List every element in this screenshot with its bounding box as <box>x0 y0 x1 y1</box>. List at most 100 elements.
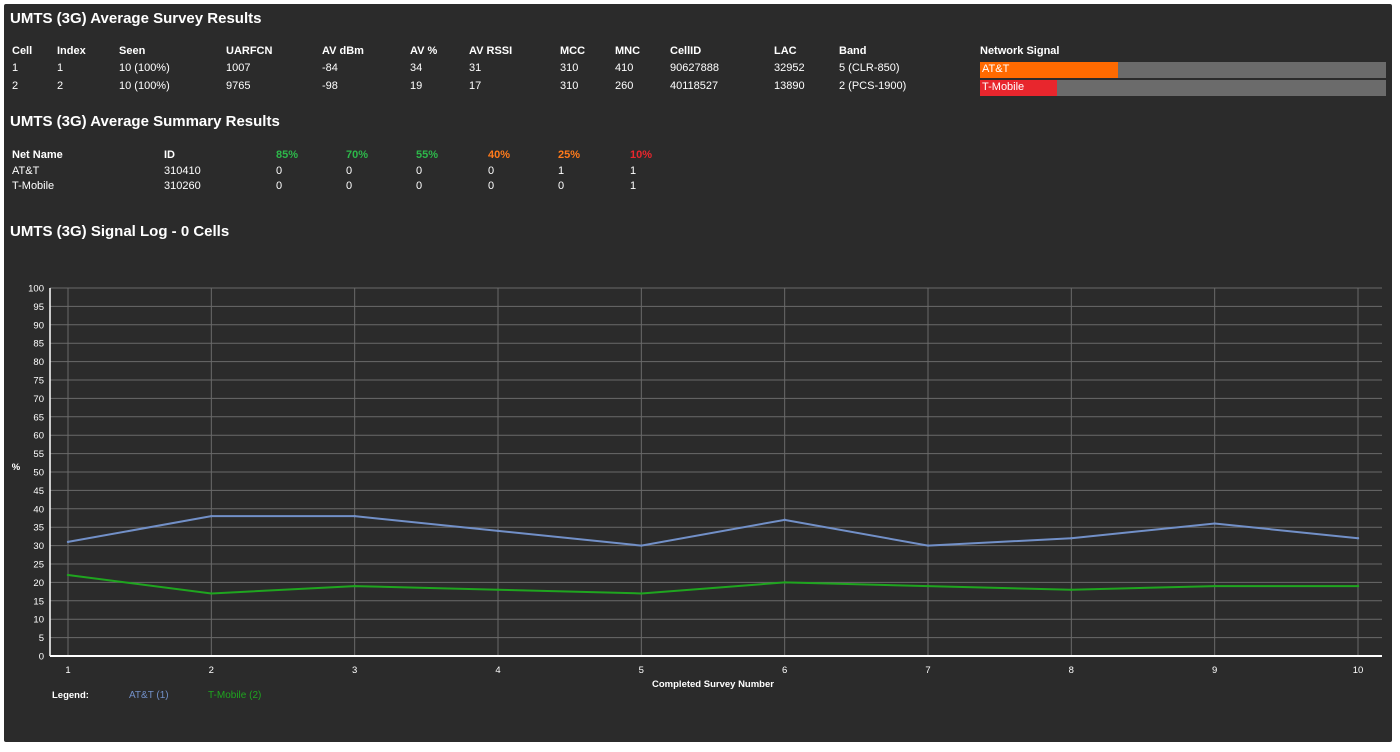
data-point <box>496 529 500 533</box>
survey-header-network-signal: Network Signal <box>980 45 1060 57</box>
summary-header: 85% <box>276 149 299 161</box>
summary-cell: 0 <box>558 180 565 192</box>
y-tick-label: 40 <box>33 504 44 515</box>
data-point <box>926 584 930 588</box>
survey-cell: 10 (100%) <box>119 80 170 92</box>
survey-cell: 5 (CLR-850) <box>839 62 900 74</box>
summary-header: 10% <box>630 149 653 161</box>
survey-cell: 2 <box>57 80 64 92</box>
summary-header: Net Name <box>12 149 63 161</box>
survey-cell: 40118527 <box>670 80 719 92</box>
summary-cell: 310410 <box>164 165 201 177</box>
survey-cell: 2 (PCS-1900) <box>839 80 907 92</box>
summary-cell: 0 <box>346 165 353 177</box>
y-tick-label: 75 <box>33 376 44 387</box>
summary-cell: 0 <box>276 165 283 177</box>
survey-cell: 31 <box>469 62 482 74</box>
data-point <box>1213 584 1216 588</box>
data-point <box>66 540 70 544</box>
x-tick-label: 5 <box>639 665 644 676</box>
survey-header-seen: Seen <box>119 45 146 57</box>
summary-header: ID <box>164 149 175 161</box>
signal-bar-label: T-Mobile <box>982 81 1025 93</box>
y-tick-label: 35 <box>33 523 44 534</box>
y-tick-label: 45 <box>33 486 44 497</box>
x-tick-label: 8 <box>1069 665 1074 676</box>
series-line-0 <box>67 515 1359 547</box>
summary-cell: 0 <box>488 180 495 192</box>
survey-header-index: Index <box>57 45 86 57</box>
data-point <box>783 581 786 584</box>
summary-title: UMTS (3G) Average Summary Results <box>10 113 280 130</box>
data-point <box>1356 584 1360 588</box>
x-tick-label: 9 <box>1212 665 1217 676</box>
survey-cell: 1 <box>12 62 19 74</box>
survey-cell: 1 <box>57 62 64 74</box>
signal-bar-track: AT&T <box>980 62 1386 78</box>
survey-cell: 32952 <box>774 62 805 74</box>
data-point <box>1213 522 1216 525</box>
summary-cell: 310260 <box>164 180 201 192</box>
survey-header-band: Band <box>839 45 867 57</box>
legend-entry: T-Mobile (2) <box>208 690 261 701</box>
survey-header-lac: LAC <box>774 45 797 57</box>
summary-cell: AT&T <box>12 165 40 177</box>
data-point <box>926 544 930 547</box>
data-point <box>640 592 643 595</box>
x-tick-label: 10 <box>1353 665 1364 676</box>
summary-cell: 0 <box>488 165 495 177</box>
survey-cell: 310 <box>560 62 579 74</box>
y-tick-label: 80 <box>33 357 44 368</box>
data-point <box>640 544 643 547</box>
data-point <box>353 584 356 588</box>
y-tick-label: 65 <box>33 412 44 423</box>
survey-cell: 9765 <box>226 80 251 92</box>
y-tick-label: 70 <box>33 394 44 405</box>
survey-header-mnc: MNC <box>615 45 641 57</box>
data-point <box>1070 537 1073 540</box>
summary-cell: 0 <box>416 180 423 192</box>
y-tick-label: 15 <box>33 596 44 607</box>
summary-cell: 1 <box>558 165 565 177</box>
survey-cell: 260 <box>615 80 634 92</box>
data-point <box>1070 588 1073 591</box>
x-axis-label: Completed Survey Number <box>652 679 774 690</box>
signal-bar-track: T-Mobile <box>980 80 1386 96</box>
survey-cell: 2 <box>12 80 19 92</box>
y-tick-label: 5 <box>39 633 44 644</box>
summary-header: 40% <box>488 149 511 161</box>
y-tick-label: 20 <box>33 578 44 589</box>
x-tick-label: 2 <box>209 665 214 676</box>
survey-header-av-dbm: AV dBm <box>322 45 364 57</box>
signal-log-title: UMTS (3G) Signal Log - 0 Cells <box>10 223 230 240</box>
data-point <box>66 573 70 577</box>
data-point <box>353 514 356 518</box>
survey-cell: 410 <box>615 62 634 74</box>
y-axis-label: % <box>12 462 21 473</box>
y-tick-label: 50 <box>33 468 44 479</box>
summary-cell: 0 <box>276 180 283 192</box>
summary-header: 25% <box>558 149 581 161</box>
survey-title: UMTS (3G) Average Survey Results <box>10 10 262 27</box>
summary-cell: 0 <box>416 165 423 177</box>
legend-title: Legend: <box>52 690 89 701</box>
survey-cell: 19 <box>410 80 423 92</box>
x-tick-label: 4 <box>495 665 500 676</box>
survey-header-mcc: MCC <box>560 45 586 57</box>
y-tick-label: 100 <box>28 284 44 295</box>
data-point <box>210 514 213 518</box>
survey-cell: -98 <box>322 80 338 92</box>
summary-cell: 1 <box>630 180 637 192</box>
y-tick-label: 55 <box>33 449 44 460</box>
x-tick-label: 1 <box>65 665 70 676</box>
data-point <box>1356 537 1360 540</box>
summary-header: 70% <box>346 149 369 161</box>
y-tick-label: 25 <box>33 560 44 571</box>
survey-panel: UMTS (3G) Average Survey Results Cell Ind… <box>4 4 1392 742</box>
x-tick-label: 6 <box>782 665 787 676</box>
y-tick-label: 0 <box>39 652 44 663</box>
x-tick-label: 7 <box>925 665 930 676</box>
survey-cell: 1007 <box>226 62 251 74</box>
y-tick-label: 10 <box>33 615 44 626</box>
survey-cell: 10 (100%) <box>119 62 170 74</box>
